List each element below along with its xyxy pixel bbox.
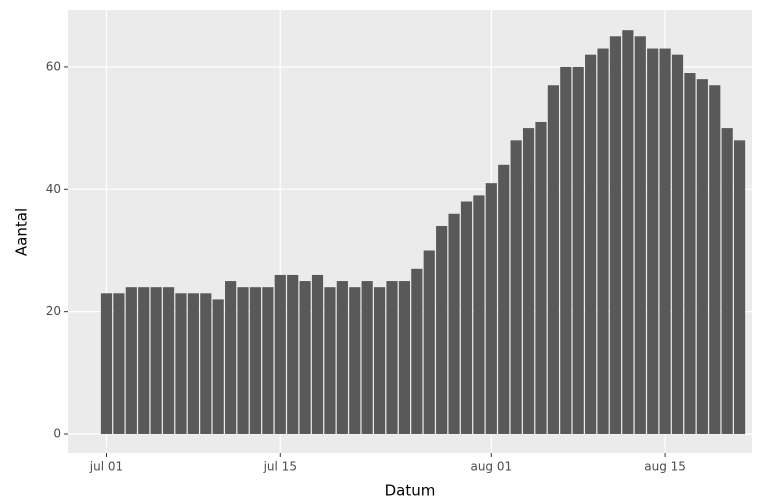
bar xyxy=(634,36,646,435)
y-tick-label: 60 xyxy=(46,59,61,73)
bar xyxy=(113,293,125,435)
y-tick-label: 20 xyxy=(46,304,61,318)
bar xyxy=(398,281,410,435)
bar xyxy=(622,30,634,435)
bar xyxy=(522,128,535,435)
bar xyxy=(423,250,435,435)
bar xyxy=(100,293,113,435)
bar xyxy=(659,48,671,435)
bar xyxy=(175,293,187,435)
bar xyxy=(647,48,659,435)
bar xyxy=(585,54,597,435)
bar xyxy=(187,293,199,435)
bar xyxy=(572,66,584,435)
bar xyxy=(411,268,423,435)
bar xyxy=(274,274,286,435)
bar xyxy=(336,281,348,435)
bar xyxy=(671,54,684,435)
bar xyxy=(436,225,448,435)
bar xyxy=(150,287,162,435)
bar xyxy=(125,287,137,435)
bar xyxy=(311,274,324,435)
bar xyxy=(709,85,721,435)
bar xyxy=(510,140,522,435)
bar xyxy=(721,128,733,435)
bar xyxy=(696,79,708,435)
bar xyxy=(374,287,386,435)
bar xyxy=(287,274,299,435)
y-axis-title: Aantal xyxy=(13,208,31,256)
y-tick-label: 40 xyxy=(46,182,61,196)
y-tick-label: 0 xyxy=(53,427,61,441)
bar xyxy=(324,287,336,435)
bar xyxy=(734,140,746,435)
x-tick-label: jul 15 xyxy=(263,460,297,474)
bar xyxy=(597,48,609,435)
bar xyxy=(225,281,237,435)
x-tick-label: aug 01 xyxy=(470,460,512,474)
bar xyxy=(498,164,510,435)
bar xyxy=(361,281,373,435)
bar xyxy=(547,85,559,435)
bar xyxy=(299,281,311,435)
bar xyxy=(609,36,622,435)
bar xyxy=(460,201,473,435)
bar xyxy=(684,73,696,435)
bar xyxy=(448,213,460,435)
bar xyxy=(473,195,485,435)
x-axis-title: Datum xyxy=(385,482,436,499)
bar xyxy=(138,287,150,435)
bar xyxy=(212,299,224,435)
bar xyxy=(560,66,572,435)
bar xyxy=(386,281,398,435)
bar xyxy=(485,183,497,435)
bar xyxy=(349,287,361,435)
x-tick-label: aug 15 xyxy=(644,460,686,474)
bar xyxy=(535,121,547,435)
x-tick-label: jul 01 xyxy=(89,460,123,474)
bar xyxy=(237,287,249,435)
bar xyxy=(262,287,274,435)
bar xyxy=(200,293,212,435)
bar xyxy=(249,287,262,435)
bar xyxy=(162,287,175,435)
